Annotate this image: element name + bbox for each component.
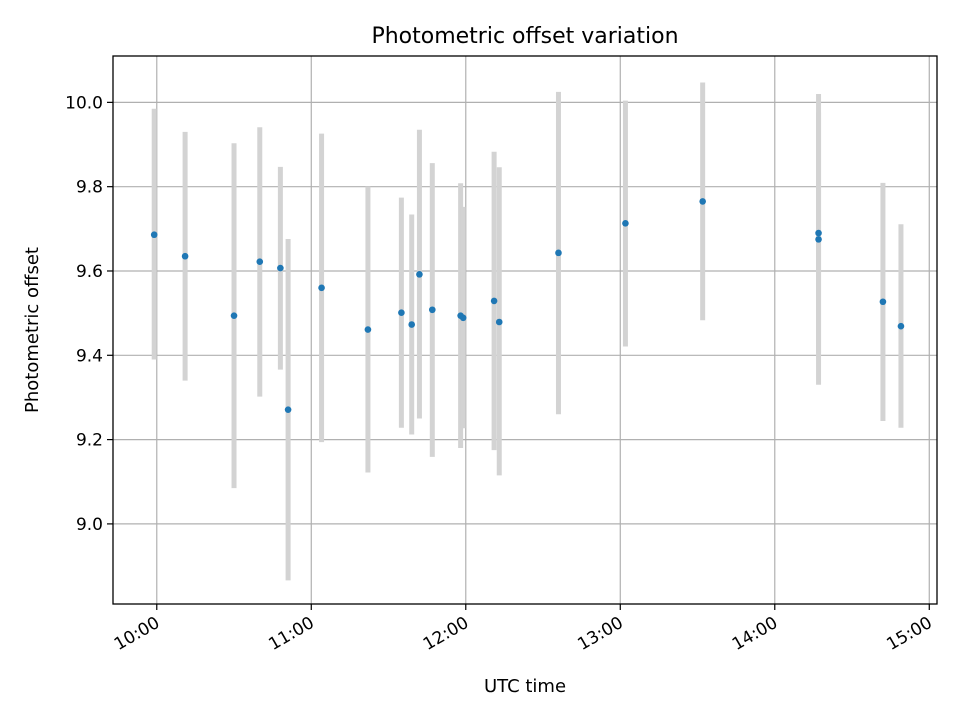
x-tick-label: 14:00: [729, 613, 781, 655]
chart-title: Photometric offset variation: [371, 24, 678, 49]
data-point: [815, 229, 822, 237]
data-point: [230, 312, 238, 319]
plot-frame: [112, 55, 938, 605]
data-point: [897, 322, 905, 330]
data-point: [622, 220, 629, 227]
data-point: [318, 284, 325, 292]
data-point: [416, 271, 423, 278]
data-points: [150, 198, 905, 413]
y-tick-label: 10.0: [65, 93, 103, 113]
y-axis: 9.0 9.2 9.4 9.6 9.8 10.0: [65, 93, 113, 535]
data-point: [364, 326, 372, 333]
x-tick-label: 10:00: [111, 613, 163, 655]
data-point: [815, 236, 822, 243]
data-point: [181, 252, 189, 260]
data-point: [398, 309, 405, 317]
y-tick-label: 9.0: [76, 515, 103, 535]
data-point: [277, 264, 284, 272]
data-point: [284, 406, 292, 413]
data-point: [699, 198, 706, 205]
y-tick-label: 9.4: [76, 346, 103, 366]
grid: [113, 56, 937, 604]
x-axis: 10:00 11:00 12:00 13:00 14:00 15:00: [111, 604, 936, 655]
data-point: [459, 314, 467, 322]
x-tick-label: 11:00: [265, 613, 317, 655]
x-axis-label: UTC time: [484, 676, 566, 697]
data-point: [150, 231, 158, 239]
y-tick-label: 9.2: [76, 431, 103, 451]
y-tick-label: 9.8: [76, 178, 103, 198]
data-point: [495, 318, 503, 326]
data-point: [879, 298, 887, 306]
y-axis-label: Photometric offset: [22, 247, 43, 413]
x-tick-label: 12:00: [420, 613, 472, 655]
x-tick-label: 15:00: [883, 613, 935, 655]
data-point: [490, 297, 498, 305]
y-tick-label: 9.6: [76, 262, 103, 282]
data-point: [555, 249, 562, 257]
x-tick-label: 13:00: [574, 613, 626, 655]
error-bars: [151, 82, 904, 581]
data-point: [429, 306, 436, 314]
data-point: [256, 258, 264, 266]
data-point: [408, 321, 416, 328]
